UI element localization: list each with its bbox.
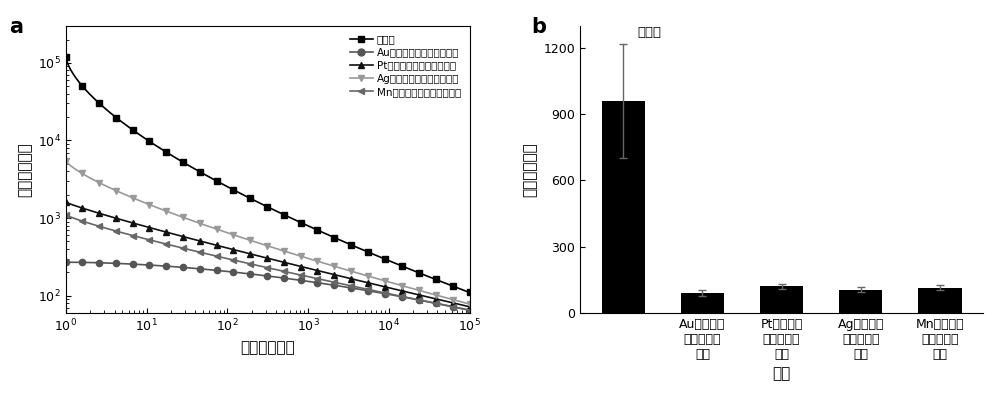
- Bar: [602, 101, 645, 313]
- Bar: [760, 287, 803, 313]
- Y-axis label: 阻抗（欧姆）: 阻抗（欧姆）: [18, 142, 33, 197]
- X-axis label: 电极: 电极: [772, 366, 791, 381]
- Bar: [918, 287, 962, 313]
- Y-axis label: 阻抗（欧姆）: 阻抗（欧姆）: [523, 142, 538, 197]
- Bar: [839, 290, 882, 313]
- X-axis label: 频率（赫兹）: 频率（赫兹）: [240, 340, 295, 355]
- Text: b: b: [531, 17, 546, 37]
- Text: a: a: [9, 17, 23, 37]
- Text: 裸电极: 裸电极: [638, 26, 662, 39]
- Legend: 裸电极, Au纳米团簇修饰的神经电极, Pt纳米团簇修饰的神经电极, Ag纳米团簇修饰的神经电极, Mn纳米团簇修饰的神经电极: 裸电极, Au纳米团簇修饰的神经电极, Pt纳米团簇修饰的神经电极, Ag纳米团…: [347, 31, 464, 100]
- Bar: [681, 293, 724, 313]
